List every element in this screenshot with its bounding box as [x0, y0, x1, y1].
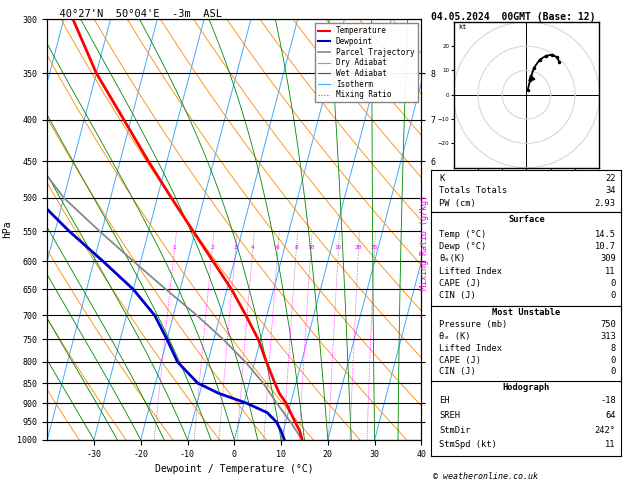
Y-axis label: hPa: hPa — [2, 221, 12, 239]
Text: CIN (J): CIN (J) — [439, 291, 476, 300]
Text: Lifted Index: Lifted Index — [439, 344, 502, 353]
X-axis label: Dewpoint / Temperature (°C): Dewpoint / Temperature (°C) — [155, 464, 314, 474]
Text: Hodograph: Hodograph — [503, 383, 550, 392]
Text: θₑ (K): θₑ (K) — [439, 332, 470, 341]
Text: 750: 750 — [600, 320, 616, 330]
Text: Mixing Ratio (g/kg): Mixing Ratio (g/kg) — [420, 195, 429, 291]
Text: EH: EH — [439, 396, 450, 405]
Text: 3: 3 — [234, 244, 237, 250]
Text: Temp (°C): Temp (°C) — [439, 230, 486, 239]
Text: 313: 313 — [600, 332, 616, 341]
Text: 0: 0 — [611, 291, 616, 300]
Text: 0: 0 — [611, 367, 616, 376]
Text: 2.93: 2.93 — [595, 199, 616, 208]
Text: 34: 34 — [605, 187, 616, 195]
Text: 10.7: 10.7 — [595, 242, 616, 251]
Text: Dewp (°C): Dewp (°C) — [439, 242, 486, 251]
Text: 20: 20 — [355, 244, 362, 250]
Text: 15: 15 — [335, 244, 342, 250]
Text: 22: 22 — [605, 174, 616, 183]
Text: PW (cm): PW (cm) — [439, 199, 476, 208]
Text: CAPE (J): CAPE (J) — [439, 278, 481, 288]
Text: CAPE (J): CAPE (J) — [439, 356, 481, 364]
Text: Totals Totals: Totals Totals — [439, 187, 508, 195]
Text: 309: 309 — [600, 254, 616, 263]
Legend: Temperature, Dewpoint, Parcel Trajectory, Dry Adiabat, Wet Adiabat, Isotherm, Mi: Temperature, Dewpoint, Parcel Trajectory… — [315, 23, 418, 103]
Text: 14.5: 14.5 — [595, 230, 616, 239]
Text: 2: 2 — [210, 244, 214, 250]
Text: Surface: Surface — [508, 215, 545, 224]
Text: Most Unstable: Most Unstable — [493, 309, 560, 317]
Text: 04.05.2024  00GMT (Base: 12): 04.05.2024 00GMT (Base: 12) — [431, 12, 596, 22]
Text: SREH: SREH — [439, 411, 460, 420]
Text: 25: 25 — [370, 244, 378, 250]
Text: 6: 6 — [276, 244, 280, 250]
Text: StmDir: StmDir — [439, 426, 470, 434]
Text: 0: 0 — [611, 278, 616, 288]
Text: 242°: 242° — [595, 426, 616, 434]
Text: 64: 64 — [605, 411, 616, 420]
Text: 11: 11 — [605, 266, 616, 276]
Text: © weatheronline.co.uk: © weatheronline.co.uk — [433, 472, 538, 481]
Text: 40°27'N  50°04'E  -3m  ASL: 40°27'N 50°04'E -3m ASL — [47, 9, 222, 18]
Y-axis label: km
ASL: km ASL — [452, 220, 467, 239]
Text: θₑ(K): θₑ(K) — [439, 254, 465, 263]
Text: 4: 4 — [251, 244, 255, 250]
Text: 8: 8 — [294, 244, 298, 250]
Text: K: K — [439, 174, 444, 183]
Text: 11: 11 — [605, 440, 616, 449]
Text: kt: kt — [459, 24, 467, 30]
Text: -18: -18 — [600, 396, 616, 405]
Text: Pressure (mb): Pressure (mb) — [439, 320, 508, 330]
Text: CIN (J): CIN (J) — [439, 367, 476, 376]
Text: Lifted Index: Lifted Index — [439, 266, 502, 276]
Text: 10: 10 — [307, 244, 314, 250]
Text: 1: 1 — [172, 244, 176, 250]
Text: StmSpd (kt): StmSpd (kt) — [439, 440, 497, 449]
Text: 8: 8 — [611, 344, 616, 353]
Text: 0: 0 — [611, 356, 616, 364]
